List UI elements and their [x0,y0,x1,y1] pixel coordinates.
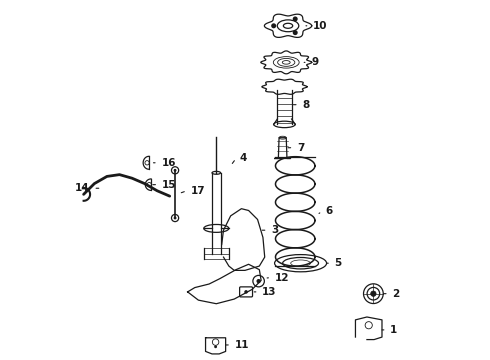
Circle shape [293,30,298,35]
Text: 9: 9 [311,57,318,67]
Circle shape [245,290,248,294]
Text: 15: 15 [162,180,176,190]
Circle shape [173,217,176,220]
Text: 8: 8 [302,100,310,110]
Text: 16: 16 [161,158,176,168]
Text: 13: 13 [262,287,277,297]
Ellipse shape [371,291,376,296]
Text: 5: 5 [335,258,342,268]
Text: 6: 6 [326,206,333,216]
Text: 4: 4 [240,153,247,163]
Text: 1: 1 [390,325,397,335]
Circle shape [293,17,298,22]
Text: 3: 3 [271,225,278,235]
Text: 12: 12 [275,273,289,283]
Circle shape [173,169,176,172]
Circle shape [256,279,261,283]
Text: 17: 17 [191,186,205,196]
Text: 7: 7 [297,143,304,153]
Text: 2: 2 [392,289,400,299]
Text: 11: 11 [235,340,249,350]
Circle shape [271,23,276,28]
Text: 14: 14 [75,183,90,193]
Text: 10: 10 [313,21,328,31]
Circle shape [214,345,217,348]
